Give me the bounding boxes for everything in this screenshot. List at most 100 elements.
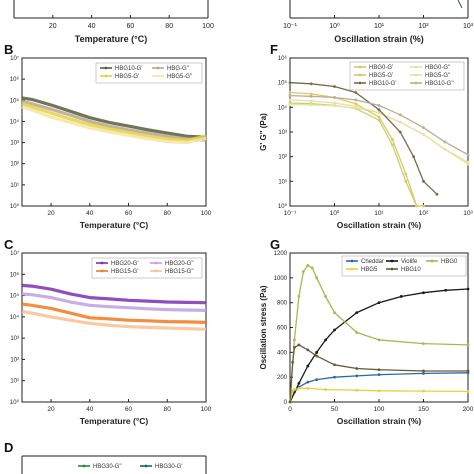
- data-point: [306, 386, 310, 390]
- data-point: [355, 311, 359, 314]
- series-line: [21, 283, 207, 305]
- data-point: [422, 179, 425, 183]
- data-point: [466, 390, 470, 393]
- data-point: [355, 388, 359, 392]
- data-point: [412, 155, 416, 159]
- panel-g: G 0 50 100 150 200 0 200 400 600 800 1000 1200 Oscil…: [259, 237, 474, 426]
- x-tick-label: 40: [88, 23, 96, 30]
- legend-label: HBG15-G': [111, 269, 139, 275]
- data-point: [377, 389, 381, 393]
- data-point: [306, 348, 310, 352]
- y-tick-label: 0: [284, 400, 288, 406]
- legend-label: HBG5-G'': [425, 73, 450, 79]
- data-point: [333, 375, 336, 379]
- data-point: [288, 400, 292, 404]
- data-point: [377, 103, 381, 107]
- data-point: [310, 266, 314, 270]
- data-point: [377, 108, 381, 112]
- x-tick-label: 100: [201, 210, 212, 217]
- legend: HBG10-G' HBG-G'' HBG5-G' HBG5-G'': [95, 62, 203, 84]
- data-point: [422, 291, 425, 295]
- x-tick-label: 50: [331, 406, 339, 413]
- y-tick-label: 600: [277, 326, 288, 332]
- data-point: [398, 113, 402, 117]
- legend-box: [95, 62, 203, 84]
- y-tick-label: 10¹: [10, 379, 19, 385]
- series-line: [21, 99, 207, 142]
- data-point: [377, 338, 381, 342]
- legend-marker: [82, 464, 86, 468]
- data-point: [377, 111, 381, 115]
- series-line: [21, 302, 207, 324]
- legend: Cheddar Violife HBG0 HBG5 HBG10: [341, 255, 467, 277]
- legend-marker: [350, 267, 354, 271]
- panel-e-fragment: 10⁻¹ 10⁰ 10¹ 10² 10³ Oscillation strain (%): [283, 0, 474, 44]
- x-axis-label: Temperature (°C): [80, 416, 149, 426]
- y-tick-label: 10⁴: [10, 314, 20, 321]
- legend-marker: [144, 464, 148, 468]
- y-tick-label: 200: [277, 375, 288, 381]
- data-point: [297, 386, 301, 390]
- y-tick-label: 10¹: [278, 179, 287, 185]
- panel-letter: G: [270, 237, 280, 252]
- x-axis-label: Oscillation strain (%): [337, 416, 422, 426]
- y-tick-label: 1200: [274, 251, 288, 257]
- x-tick-label: 100: [202, 23, 214, 30]
- y-tick-label: 10⁷: [10, 250, 19, 257]
- plot-frame: [21, 57, 207, 207]
- data-point: [355, 367, 359, 370]
- legend-marker: [154, 269, 158, 273]
- y-tick-label: 10⁰: [278, 203, 288, 210]
- legend-marker: [414, 81, 418, 85]
- series-line: [289, 372, 469, 403]
- series-line-fragment: [457, 0, 463, 9]
- series-line: [289, 82, 438, 195]
- legend-label: HBG15-G'': [165, 269, 194, 275]
- data-point: [398, 130, 402, 134]
- legend: HBG20-G' HBG20-G'' HBG15-G' HBG15-G'': [91, 257, 203, 279]
- data-point: [333, 311, 336, 314]
- y-tick-label: 10⁶: [278, 55, 288, 62]
- legend: HBG30-G'' HBG30-G': [78, 464, 183, 470]
- data-point: [288, 94, 292, 97]
- data-point: [309, 92, 313, 96]
- legend-marker: [358, 65, 362, 69]
- legend-marker: [156, 66, 160, 70]
- data-point: [309, 99, 313, 103]
- panel-d: D HBG30-G'' HBG30-G': [4, 440, 207, 474]
- legend-box: [349, 61, 465, 91]
- x-ticks: 20 40 60 80 100: [49, 15, 214, 30]
- y-tick-label: 10⁰: [10, 203, 20, 210]
- legend-label: HBG0-G'': [425, 65, 450, 71]
- data-point: [422, 132, 425, 136]
- legend-marker: [414, 65, 418, 69]
- legend-label: HBG10-G': [115, 66, 143, 72]
- series-line: [289, 102, 424, 207]
- data-point: [422, 389, 425, 393]
- legend-label: HBG5: [361, 267, 378, 273]
- data-point: [333, 363, 336, 367]
- data-point: [466, 343, 470, 347]
- x-tick-label: 40: [86, 210, 94, 217]
- series-line: [21, 102, 207, 142]
- panel-letter: F: [270, 42, 278, 57]
- data-point: [293, 338, 296, 342]
- x-tick-label: 20: [49, 23, 57, 30]
- data-point: [377, 373, 381, 377]
- y-tick-label: 10³: [10, 336, 19, 342]
- y-tick-label: 1000: [274, 276, 288, 282]
- data-point: [324, 388, 327, 391]
- legend-marker: [100, 269, 104, 273]
- data-point: [306, 380, 310, 384]
- data-point: [398, 120, 402, 124]
- data-point: [306, 264, 310, 267]
- x-tick-label: 40: [86, 406, 94, 413]
- x-tick-label: 10²: [419, 210, 429, 217]
- series-line: [289, 264, 469, 403]
- y-tick-label: 10⁰: [10, 399, 20, 406]
- x-tick-label: 10⁰: [330, 209, 340, 217]
- data-point: [390, 138, 394, 141]
- x-tick-label: 60: [125, 406, 133, 413]
- data-point: [422, 372, 425, 375]
- legend-label: HBG30-G': [155, 464, 183, 470]
